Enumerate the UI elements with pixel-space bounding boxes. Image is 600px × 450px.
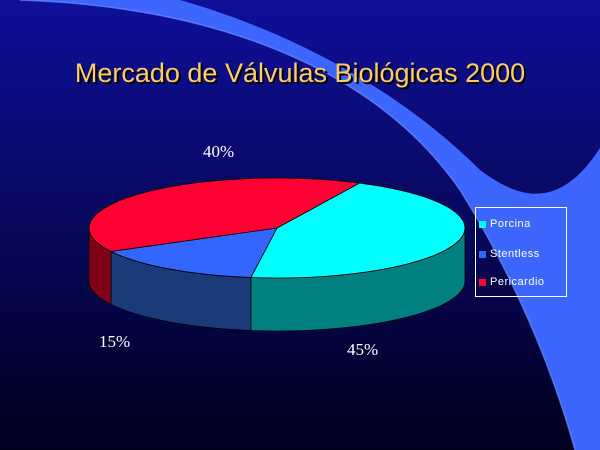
slide-title: Mercado de Válvulas Biológicas 2000: [74, 58, 526, 88]
legend-label-pericardio: Pericardio: [490, 276, 545, 288]
slice-label-stentless: 15%: [99, 332, 131, 351]
legend-item-porcina: Porcina: [479, 217, 531, 231]
decorative-swoosh-edge: [19, 0, 576, 450]
legend-item-pericardio: Pericardio: [479, 275, 545, 289]
pie-chart: [88, 177, 466, 332]
legend-swatch-pericardio: [479, 278, 486, 286]
slice-label-porcina: 45%: [347, 340, 379, 359]
slice-label-pericardio: 40%: [203, 142, 235, 161]
legend-item-stentless: Stentless: [479, 247, 540, 261]
pie-slice-stentless: [109, 227, 278, 278]
pie-slice-porcina: [250, 182, 466, 279]
pie-slice-pericardio: [88, 177, 361, 252]
legend-label-stentless: Stentless: [490, 248, 540, 260]
legend-swatch-stentless: [479, 250, 486, 258]
legend-swatch-porcina: [479, 220, 486, 228]
chart-legend: Porcina Stentless Pericardio: [475, 207, 567, 297]
legend-label-porcina: Porcina: [490, 218, 531, 230]
